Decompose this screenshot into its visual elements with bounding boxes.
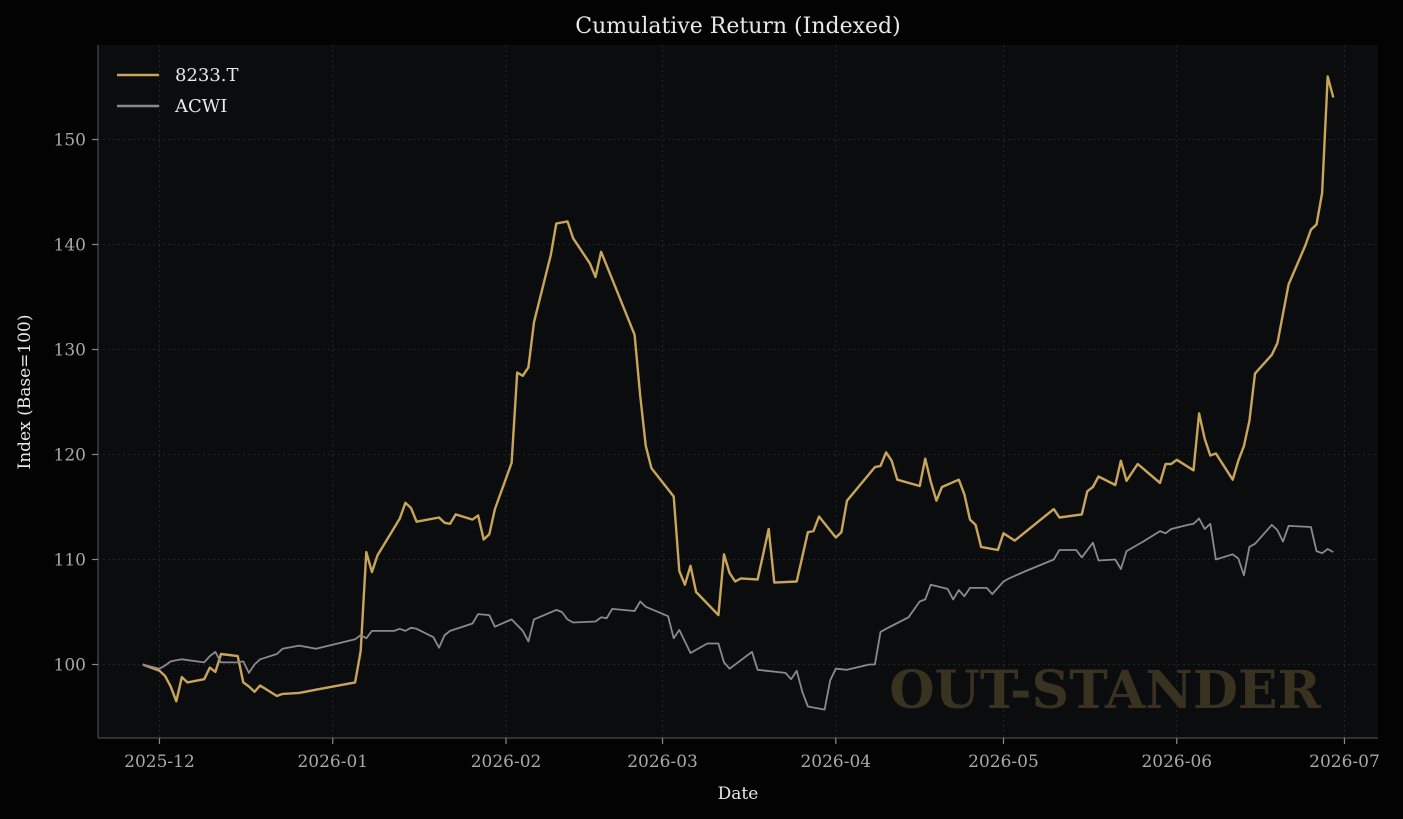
y-tick-label: 140 bbox=[54, 236, 86, 256]
x-tick-label: 2026-02 bbox=[471, 752, 542, 772]
chart-title: Cumulative Return (Indexed) bbox=[575, 14, 900, 39]
legend-label-acwi: ACWI bbox=[174, 96, 227, 117]
legend-label-8233-t: 8233.T bbox=[175, 65, 239, 86]
series-line-8233-t bbox=[142, 75, 1335, 703]
y-tick-label: 120 bbox=[54, 446, 86, 466]
y-tick-label: 100 bbox=[54, 656, 86, 676]
plot-area bbox=[98, 45, 1378, 738]
x-axis-ticks: 2025-12 2026-01 2026-02 2026-03 2026-04 2026-… bbox=[124, 738, 1380, 772]
x-tick-label: 2026-01 bbox=[297, 752, 368, 772]
y-tick-label: 150 bbox=[54, 131, 86, 151]
y-tick-label: 110 bbox=[54, 551, 86, 571]
x-tick-label: 2026-04 bbox=[800, 752, 871, 772]
series-lines bbox=[142, 75, 1335, 711]
y-axis-label: Index (Base=100) bbox=[15, 315, 35, 470]
x-tick-label: 2026-03 bbox=[627, 752, 698, 772]
x-tick-label: 2025-12 bbox=[124, 752, 195, 772]
x-tick-label: 2026-06 bbox=[1141, 752, 1212, 772]
x-tick-label: 2026-05 bbox=[968, 752, 1039, 772]
x-axis-label: Date bbox=[718, 784, 759, 804]
x-tick-label: 2026-07 bbox=[1309, 752, 1380, 772]
watermark-text: OUT-STANDER bbox=[889, 660, 1321, 721]
grid bbox=[98, 45, 1378, 738]
y-tick-label: 130 bbox=[54, 341, 86, 361]
y-axis-ticks: 100 110 120 130 140 150 bbox=[54, 131, 98, 676]
legend: 8233.T ACWI bbox=[117, 65, 239, 117]
series-line-acwi bbox=[142, 517, 1334, 711]
